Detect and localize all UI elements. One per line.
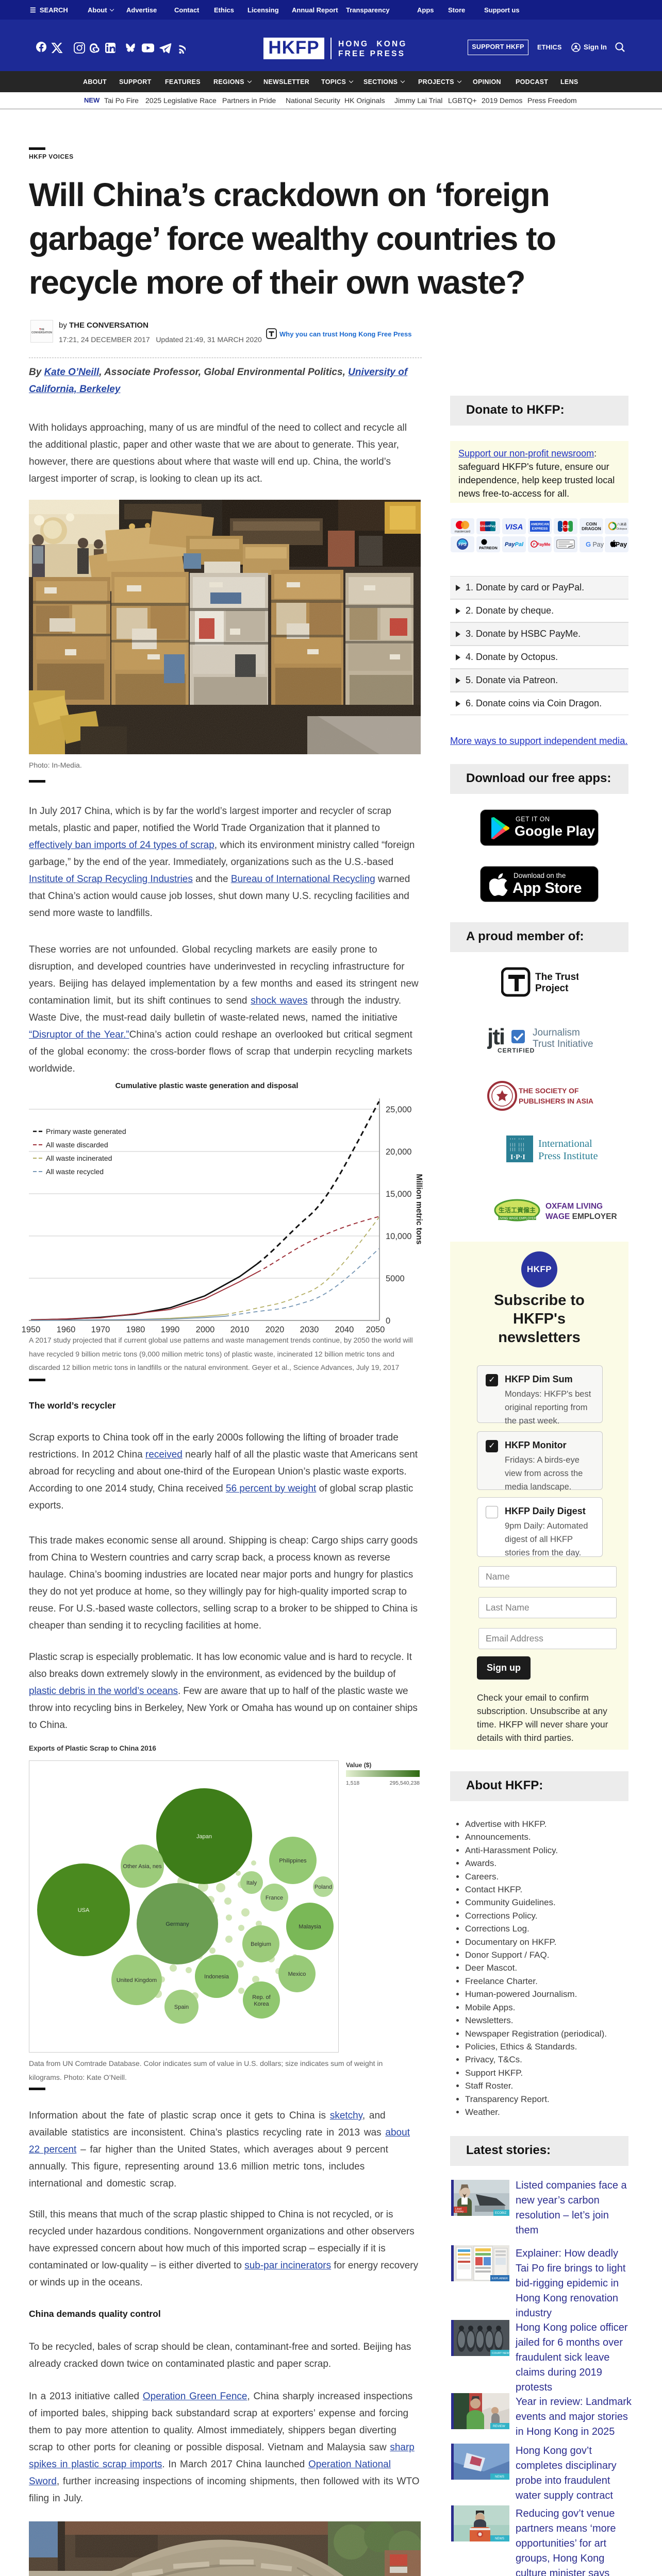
svg-text:Primary waste generated: Primary waste generated: [46, 1127, 126, 1136]
svg-text:G: G: [586, 540, 591, 548]
svg-text:COURT NEWS: COURT NEWS: [492, 2352, 509, 2355]
svg-text:八達通: 八達通: [617, 522, 626, 527]
svg-text:EXPLAINER: EXPLAINER: [492, 2277, 508, 2280]
svg-text:2020: 2020: [266, 1325, 285, 1334]
svg-text:5000: 5000: [386, 1274, 405, 1283]
svg-text:1990: 1990: [161, 1325, 180, 1334]
svg-text:International: International: [538, 1138, 592, 1149]
svg-text:DRAGON: DRAGON: [582, 526, 601, 531]
svg-text:2000: 2000: [196, 1325, 215, 1334]
svg-text:Indonesia: Indonesia: [204, 1974, 229, 1980]
svg-text:Cumulative plastic waste gener: Cumulative plastic waste generation and …: [115, 1081, 298, 1090]
svg-text:Trust Initiative: Trust Initiative: [533, 1039, 593, 1049]
svg-text:1,518: 1,518: [346, 1780, 359, 1786]
svg-text:Project: Project: [535, 983, 569, 994]
svg-text:''' ''': ''' ''': [509, 1139, 524, 1143]
svg-text:2040: 2040: [335, 1325, 354, 1334]
svg-text:mastercard: mastercard: [455, 531, 470, 534]
svg-text:REVIEW: REVIEW: [493, 2425, 505, 2428]
svg-text:UnionPay: UnionPay: [480, 524, 495, 528]
svg-text:PayPal: PayPal: [505, 541, 524, 548]
svg-text:OXFAM LIVING: OXFAM LIVING: [545, 1202, 603, 1211]
svg-text:0: 0: [386, 1316, 390, 1326]
svg-text:WAGE EMPLOYER: WAGE EMPLOYER: [545, 1212, 617, 1221]
svg-text:20,000: 20,000: [386, 1147, 411, 1157]
svg-text:ECOBIZ: ECOBIZ: [495, 2212, 507, 2215]
svg-text:||| |||: ||| |||: [509, 1148, 524, 1152]
svg-text:Italy: Italy: [246, 1880, 257, 1886]
svg-text:PATREON: PATREON: [479, 546, 498, 550]
svg-text:NEWS: NEWS: [495, 2476, 504, 2479]
svg-text:PUBLISHERS IN ASIA: PUBLISHERS IN ASIA: [519, 1097, 593, 1105]
svg-text:LIVING WAGE EMPLOYER: LIVING WAGE EMPLOYER: [498, 1217, 537, 1221]
svg-text:P: P: [533, 543, 536, 547]
svg-text:Pay: Pay: [591, 541, 604, 548]
svg-text:2050: 2050: [366, 1325, 385, 1334]
svg-text:jti: jti: [487, 1024, 504, 1049]
svg-text:1980: 1980: [126, 1325, 145, 1334]
svg-text:Mexico: Mexico: [288, 1971, 306, 1977]
svg-text:CERTIFIED: CERTIFIED: [498, 1047, 535, 1054]
svg-text:I·P·I: I·P·I: [510, 1154, 525, 1161]
svg-text:All waste recycled: All waste recycled: [46, 1167, 104, 1176]
svg-text:THE SOCIETY OF: THE SOCIETY OF: [519, 1087, 579, 1095]
svg-text:Lloyd: Lloyd: [455, 2208, 461, 2211]
svg-text:生活工資僱主: 生活工資僱主: [499, 1206, 536, 1214]
svg-text:1970: 1970: [91, 1325, 110, 1334]
svg-text:Philippines: Philippines: [279, 1858, 307, 1864]
svg-text:All waste discarded: All waste discarded: [46, 1141, 108, 1149]
svg-text:Press Institute: Press Institute: [538, 1150, 598, 1162]
svg-text:||| |||: ||| |||: [509, 1143, 524, 1147]
svg-text:295,540,238: 295,540,238: [390, 1780, 420, 1786]
svg-text:Germany: Germany: [166, 1921, 189, 1927]
svg-text:2010: 2010: [230, 1325, 250, 1334]
svg-text:15,000: 15,000: [386, 1190, 411, 1199]
svg-text:1950: 1950: [22, 1325, 41, 1334]
svg-text:The Trust: The Trust: [535, 972, 578, 982]
svg-text:Spain: Spain: [174, 2004, 189, 2010]
svg-text:25,000: 25,000: [386, 1105, 411, 1114]
svg-text:United Kingdom: United Kingdom: [117, 1977, 157, 1984]
svg-text:AMERICAN: AMERICAN: [531, 523, 549, 527]
svg-text:Pay: Pay: [616, 541, 627, 548]
svg-text:Malaysia: Malaysia: [299, 1924, 321, 1930]
svg-text:1960: 1960: [57, 1325, 76, 1334]
svg-text:PayMe: PayMe: [537, 542, 551, 547]
svg-text:Kinsley: Kinsley: [455, 2210, 464, 2213]
svg-text:Belgium: Belgium: [251, 1941, 271, 1947]
svg-text:Other Asia, nes: Other Asia, nes: [123, 1863, 162, 1870]
svg-text:Value ($): Value ($): [346, 1761, 371, 1769]
svg-text:Korea: Korea: [254, 2001, 269, 2007]
svg-text:2030: 2030: [300, 1325, 319, 1334]
svg-text:JCB: JCB: [561, 524, 569, 529]
svg-text:FPS: FPS: [458, 543, 467, 547]
svg-text:Million metric tons: Million metric tons: [415, 1174, 423, 1245]
svg-text:EXPRESS: EXPRESS: [532, 527, 548, 531]
svg-text:COIN: COIN: [586, 521, 597, 527]
svg-text:France: France: [266, 1895, 283, 1901]
svg-text:Journalism: Journalism: [533, 1027, 580, 1038]
svg-text:Japan: Japan: [196, 1834, 212, 1840]
svg-text:NEWS: NEWS: [495, 2537, 504, 2540]
svg-text:Octopus: Octopus: [617, 528, 627, 531]
svg-text:VISA: VISA: [505, 523, 523, 532]
svg-text:Poland: Poland: [315, 1884, 332, 1890]
svg-text:All waste incinerated: All waste incinerated: [46, 1154, 112, 1162]
svg-text:Rep. of: Rep. of: [252, 1994, 271, 2001]
svg-text:USA: USA: [78, 1907, 90, 1913]
svg-text:10,000: 10,000: [386, 1232, 411, 1241]
